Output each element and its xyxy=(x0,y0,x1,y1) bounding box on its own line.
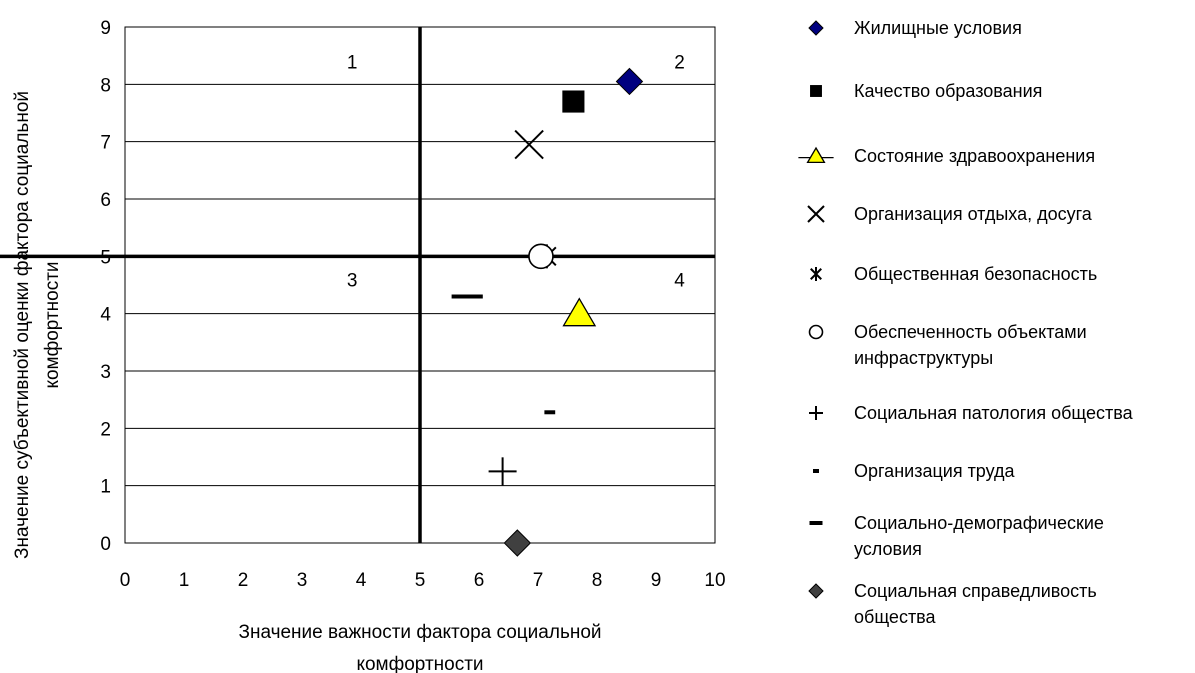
data-point-1 xyxy=(615,67,644,96)
x-axis-label-line: Значение важности фактора социальной xyxy=(238,622,601,643)
x-tick-label: 2 xyxy=(238,570,249,591)
square-marker xyxy=(810,85,822,97)
quadrant-label: 3 xyxy=(347,270,358,291)
x-marker-stroke xyxy=(807,205,825,223)
square-marker xyxy=(562,90,585,113)
legend-label: Общественная безопасность xyxy=(854,264,1098,284)
legend-marker-icon xyxy=(808,20,824,36)
diamond-marker xyxy=(808,20,824,36)
x-axis-label: Значение важности фактора социальной комф… xyxy=(238,622,601,673)
data-point-7 xyxy=(488,457,517,486)
legend-marker-icon xyxy=(813,469,819,473)
x-tick-label: 7 xyxy=(533,570,544,591)
legend-marker-icon xyxy=(810,85,822,97)
legend-label: Обеспеченность объектами инфраструктуры xyxy=(854,322,1087,368)
legend-marker-icon xyxy=(808,324,824,340)
triangle-marker xyxy=(562,297,597,327)
x-tick-label: 3 xyxy=(297,570,308,591)
y-axis-label-line: Значение субъективной оценки фактора соц… xyxy=(12,91,33,559)
x-axis-label-line: комфортности xyxy=(356,654,483,673)
legend-label: Социальная патология общества xyxy=(854,403,1133,423)
legend-label: Организация отдыха, досуга xyxy=(854,204,1092,224)
y-tick-label: 4 xyxy=(100,305,111,326)
x-tick-label: 9 xyxy=(651,570,662,591)
y-tick-label: 5 xyxy=(100,247,111,268)
x-tick-label: 5 xyxy=(415,570,426,591)
scatter-chart: 0 1 2 3 4 5 6 7 8 9 0 1 2 3 4 5 6 7 8 9 10 Значение важности … xyxy=(0,18,726,673)
diamond-marker xyxy=(615,67,644,96)
legend-label: Организация труда xyxy=(854,461,1015,481)
triangle-marker xyxy=(806,146,826,164)
legend-marker-icon xyxy=(809,521,823,525)
circle-marker xyxy=(528,243,554,270)
legend-label: Качество образования xyxy=(854,81,1043,101)
data-point-10 xyxy=(503,529,532,557)
y-tick-label: 8 xyxy=(100,75,111,96)
x-tick-label: 0 xyxy=(120,570,131,591)
x-tick-label: 10 xyxy=(704,570,725,591)
data-point-4 xyxy=(514,129,544,160)
x-tick-label: 1 xyxy=(179,570,190,591)
legend-marker-icon xyxy=(808,583,824,599)
quadrant-label: 1 xyxy=(347,52,358,73)
legend-marker-icon xyxy=(798,146,834,164)
y-tick-label: 3 xyxy=(100,362,111,383)
legend-marker-icon xyxy=(810,267,822,281)
y-tick-label: 7 xyxy=(100,133,111,154)
legend-marker-icon xyxy=(809,406,823,420)
data-point-3 xyxy=(562,297,597,327)
x-marker-stroke xyxy=(514,129,544,160)
y-tick-label: 0 xyxy=(100,534,111,555)
diamond-marker xyxy=(808,583,824,599)
x-tick-label: 4 xyxy=(356,570,367,591)
data-point-2 xyxy=(562,90,585,113)
quadrant-label: 2 xyxy=(674,52,685,73)
data-point-6 xyxy=(528,243,554,270)
legend-label: Состояние здравоохранения xyxy=(854,146,1096,166)
legend-label: Социально-демографические условия xyxy=(854,513,1104,559)
x-tick-label: 8 xyxy=(592,570,603,591)
y-tick-label: 9 xyxy=(100,18,111,39)
x-tick-label: 6 xyxy=(474,570,485,591)
legend-marker-icon xyxy=(807,205,825,223)
y-tick-label: 1 xyxy=(100,477,111,498)
legend-label: Социальная справедливость общества xyxy=(854,581,1097,627)
legend-label: Жилищные условия xyxy=(854,18,1022,38)
circle-marker xyxy=(808,324,824,340)
y-axis-label-line: комфортности xyxy=(42,261,63,388)
y-tick-label: 6 xyxy=(100,190,111,211)
y-axis-label: Значение субъективной оценки фактора соц… xyxy=(12,91,63,559)
diamond-marker xyxy=(503,529,532,557)
y-tick-label: 2 xyxy=(100,419,111,440)
quadrant-label: 4 xyxy=(674,270,685,291)
